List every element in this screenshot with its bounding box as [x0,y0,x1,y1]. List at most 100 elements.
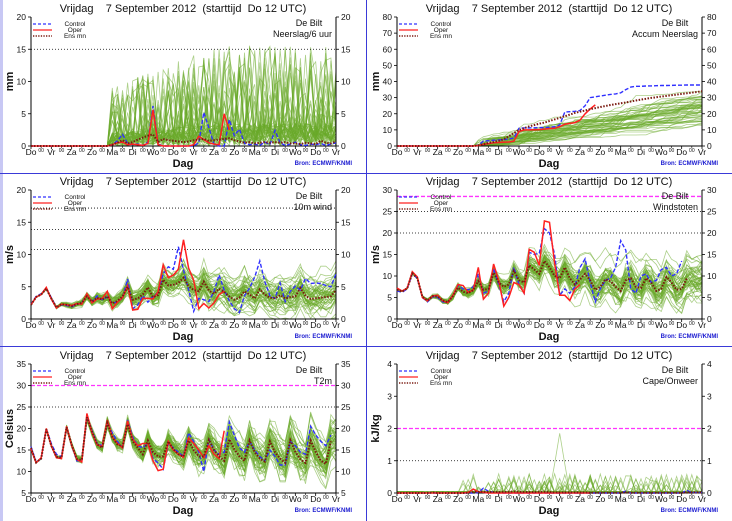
y-tick-label-right: 15 [341,44,351,54]
location-label: De Bilt [296,18,323,28]
x-tick-label: Vr [556,147,564,157]
x-tick-label: Vr [556,494,564,504]
x-midnight-label: 00 [608,321,614,327]
y-tick-label-right: 5 [341,488,346,498]
x-midnight-label: 00 [160,495,166,501]
x-tick-label: Zo [229,320,239,330]
x-midnight-label: 00 [608,148,614,154]
x-tick-label: Zo [229,494,239,504]
ensemble-members [30,257,337,320]
y-axis-label: mm [4,72,16,92]
y-tick-label-right: 70 [707,28,717,38]
x-tick-label: Zo [87,320,97,330]
x-tick-label: Di [271,320,279,330]
legend-label: Ens mn [64,206,86,213]
x-tick-label: Za [67,320,77,330]
variable-label: Accum Neerslag [632,29,698,39]
x-tick-label: Wo [289,320,302,330]
x-midnight-label: 00 [465,148,471,154]
x-tick-label: Do [168,320,179,330]
x-tick-label: Za [209,147,219,157]
x-midnight-label: 00 [201,495,207,501]
x-midnight-label: 00 [323,321,329,327]
x-tick-label: Di [271,494,279,504]
x-tick-label: Zo [595,320,605,330]
y-tick-label-right: 10 [341,77,351,87]
y-tick-label-right: 20 [341,12,351,22]
x-midnight-label: 00 [221,321,227,327]
x-midnight-label: 00 [160,148,166,154]
y-tick-label-left: 10 [383,125,393,135]
x-midnight-label: 00 [608,495,614,501]
page-left-border [0,0,3,521]
x-tick-label: Wo [147,494,160,504]
x-midnight-label: 00 [465,495,471,501]
legend-label: Oper [434,27,449,34]
y-tick-label-left: 15 [17,445,27,455]
x-tick-label: Zo [87,494,97,504]
y-tick-label-right: 10 [707,271,717,281]
legend-label: Control [431,368,453,375]
y-tick-label-left: 30 [383,93,393,103]
series-line-control [30,246,337,314]
y-tick-label-right: 40 [707,77,717,87]
x-tick-label: Vr [47,320,55,330]
y-tick-label-right: 10 [707,125,717,135]
x-tick-label: Vr [190,147,198,157]
x-midnight-label: 00 [120,321,126,327]
chart-title: Vrijdag 7 September 2012 (starttijd Do 1… [426,176,673,188]
y-tick-label-left: 4 [387,359,392,369]
legend-label: Control [65,368,87,375]
x-tick-label: Za [209,320,219,330]
x-tick-label: Wo [513,320,526,330]
chart-title: Vrijdag 7 September 2012 (starttijd Do 1… [426,3,673,15]
x-midnight-label: 00 [140,321,146,327]
x-midnight-label: 00 [445,321,451,327]
ensemble-members [30,411,337,490]
y-tick-label-right: 30 [707,185,717,195]
y-tick-label-right: 5 [341,109,346,119]
x-midnight-label: 00 [669,321,675,327]
y-tick-label-left: 5 [21,488,26,498]
x-midnight-label: 00 [628,148,634,154]
x-tick-label: Do [310,147,321,157]
x-midnight-label: 00 [425,148,431,154]
y-tick-label-left: 40 [383,77,393,87]
chart-title: Vrijdag 7 September 2012 (starttijd Do 1… [426,350,673,362]
x-tick-label: Za [433,147,443,157]
x-tick-label: Vr [556,320,564,330]
y-tick-label-right: 60 [707,44,717,54]
source-label: Bron: ECMWF/KNMI [295,508,353,514]
series-line-ens-mn [30,276,337,309]
location-label: De Bilt [296,365,323,375]
x-axis-label: Dag [539,158,560,170]
x-tick-label: Zo [595,147,605,157]
y-tick-label-right: 10 [341,467,351,477]
x-tick-label: Ma [106,147,118,157]
legend-label: Control [65,194,87,201]
x-tick-label: Wo [513,494,526,504]
y-tick-label-left: 3 [387,391,392,401]
ensemble-members [31,45,337,148]
x-midnight-label: 00 [140,495,146,501]
x-tick-label: Di [129,320,137,330]
x-midnight-label: 00 [547,495,553,501]
chart-panel-precip6h: Vrijdag 7 September 2012 (starttijd Do 1… [0,0,366,173]
x-midnight-label: 00 [526,321,532,327]
x-axis-label: Dag [173,158,194,170]
y-tick-label-right: 30 [707,93,717,103]
legend-label: Ens mn [430,33,452,40]
x-midnight-label: 00 [221,495,227,501]
x-tick-label: Do [392,147,403,157]
chart-panel-cape: Vrijdag 7 September 2012 (starttijd Do 1… [366,347,732,520]
y-tick-label-left: 50 [383,60,393,70]
y-tick-label-right: 80 [707,12,717,22]
legend-label: Oper [68,374,83,381]
x-midnight-label: 00 [689,321,695,327]
y-axis-label: m/s [4,245,16,264]
chart-t2m: Vrijdag 7 September 2012 (starttijd Do 1… [4,350,353,517]
chart-title: Vrijdag 7 September 2012 (starttijd Do 1… [60,176,307,188]
y-tick-label-left: 25 [17,402,27,412]
source-label: Bron: ECMWF/KNMI [295,334,353,340]
x-midnight-label: 00 [404,495,410,501]
